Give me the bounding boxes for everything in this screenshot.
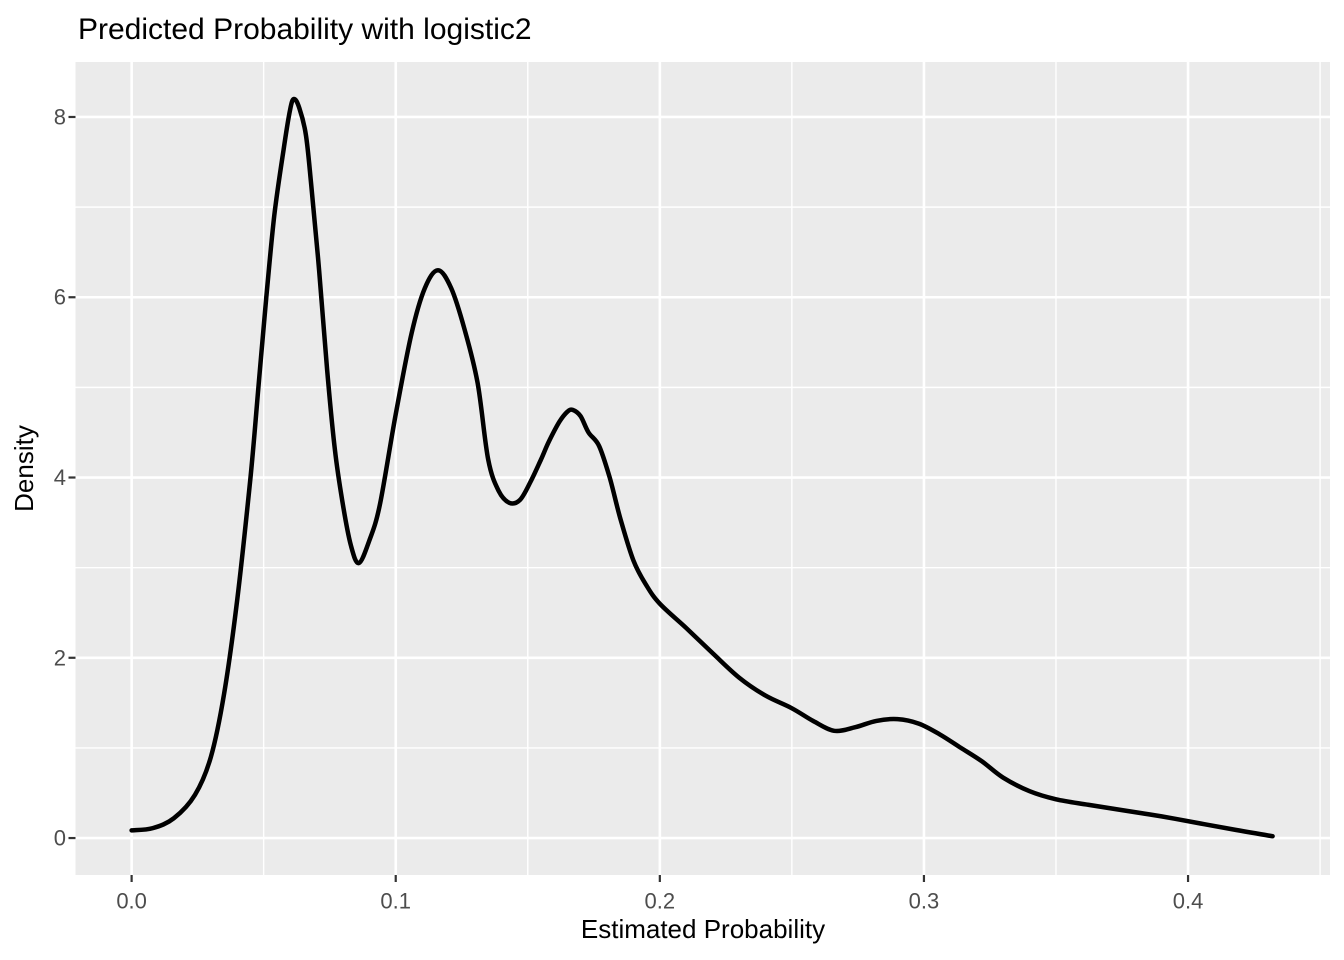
x-axis-title: Estimated Probability	[581, 914, 825, 944]
axis-tick-labels-group: 0.0 0.1 0.2 0.3 0.4 0 2 4 6 8	[54, 104, 1204, 913]
x-axis-tick-label: 0.2	[645, 889, 676, 914]
density-curve	[129, 96, 1275, 839]
major-gridlines-group	[75, 62, 1330, 875]
y-axis-tick-label: 0	[54, 826, 66, 851]
plot-panel-background	[75, 62, 1330, 875]
x-axis-tick-label: 0.1	[380, 889, 411, 914]
y-axis-tick-label: 4	[54, 465, 66, 490]
y-axis-title: Density	[9, 425, 39, 512]
y-axis-tick-label: 2	[54, 645, 66, 670]
x-axis-tick-label: 0.4	[1173, 889, 1204, 914]
y-axis-tick-label: 6	[54, 285, 66, 310]
plot-title: Predicted Probability with logistic2	[78, 13, 532, 46]
x-axis-tick-label: 0.3	[909, 889, 940, 914]
axis-tick-marks-group	[68, 115, 1190, 882]
x-axis-tick-label: 0.0	[116, 889, 147, 914]
y-axis-tick-label: 8	[54, 104, 66, 129]
minor-gridlines-group	[75, 62, 1330, 875]
